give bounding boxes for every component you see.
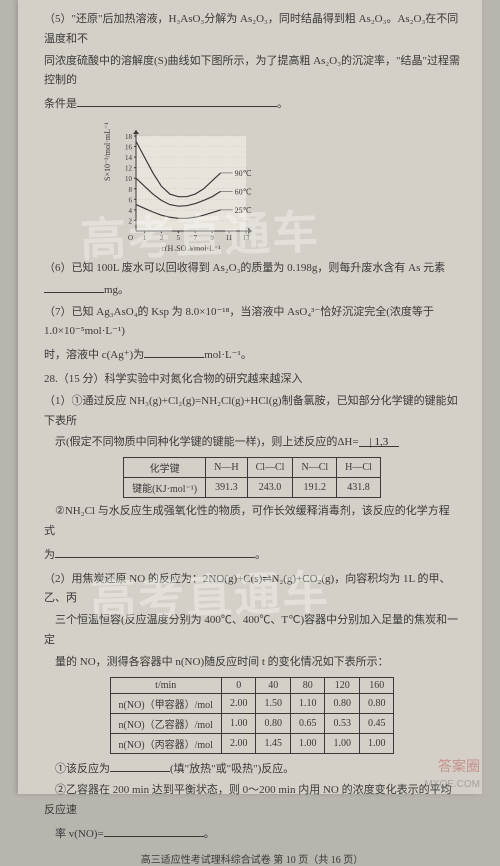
q28-2b-line3: 率 v(NO)=。 bbox=[44, 823, 460, 845]
q5-line3: 条件是。 bbox=[44, 93, 460, 115]
svg-text:18: 18 bbox=[125, 133, 133, 141]
solubility-chart: 24681012141618135791113O90℃60℃25℃S×10⁻³/… bbox=[104, 121, 274, 251]
svg-text:8: 8 bbox=[129, 186, 133, 194]
svg-text:14: 14 bbox=[125, 154, 133, 162]
blank-dh: | 1,3 bbox=[359, 433, 399, 447]
q5-line2: 同浓度硫酸中的溶解度(S)曲线如下图所示，为了提高粗 As₂O₃的沉淀率，"结晶… bbox=[44, 52, 460, 92]
q28-2-line2: 三个恒温恒容(反应温度分别为 400℃、400℃、T℃)容器中分别加入足量的焦炭… bbox=[44, 611, 460, 651]
q28-2b-line2: ②乙容器在 200 min 达到平衡状态，则 0～200 min 内用 NO 的… bbox=[44, 781, 460, 821]
svg-text:1: 1 bbox=[143, 234, 147, 242]
svg-text:2: 2 bbox=[129, 217, 133, 225]
bond-energy-table: 化学键N—HCl—ClN—ClH—Cl键能(KJ·mol⁻¹)391.3243.… bbox=[123, 457, 381, 498]
q28-2b-t3: 率 v(NO)= bbox=[55, 828, 104, 840]
blank-q5 bbox=[77, 93, 277, 107]
blank-q6 bbox=[44, 279, 104, 293]
svg-text:7: 7 bbox=[193, 234, 197, 242]
svg-text:11: 11 bbox=[226, 234, 233, 242]
q6-unit: mg。 bbox=[104, 284, 129, 296]
svg-text:c(H₂SO₄)/mol·L⁻¹: c(H₂SO₄)/mol·L⁻¹ bbox=[161, 244, 221, 251]
q28-1b-text: 为 bbox=[44, 549, 55, 561]
svg-text:25℃: 25℃ bbox=[235, 206, 252, 215]
q6-text: （6）已知 100L 废水可以回收得到 As₂O₃的质量为 0.198g，则每升… bbox=[44, 262, 445, 274]
q28-1-text: 示(假定不同物质中同种化学键的键能一样)，则上述反应的ΔH= bbox=[55, 436, 359, 448]
blank-rate bbox=[104, 823, 204, 837]
q28-1b-line2: 为。 bbox=[44, 544, 460, 566]
q7-line1: （7）已知 Ag₃AsO₄的 Ksp 为 8.0×10⁻¹⁸，当溶液中 AsO₄… bbox=[44, 303, 460, 343]
q28-2-line3: 量的 NO，测得各容器中 n(NO)随反应时间 t 的变化情况如下表所示： bbox=[44, 653, 460, 673]
q5-line1: （5）"还原"后加热溶液，H₃AsO₃分解为 As₂O₃，同时结晶得到粗 As₂… bbox=[44, 10, 460, 50]
q28-head: 28.（15 分）科学实验中对氮化合物的研究越来越深入 bbox=[44, 370, 460, 390]
q7-line2: 时，溶液中 c(Ag⁺)为 mol·L⁻¹。 bbox=[44, 344, 460, 366]
svg-text:13: 13 bbox=[243, 234, 251, 242]
page-footer: 高三适应性考试理科综合试卷 第 10 页（共 16 页） bbox=[44, 851, 460, 866]
no-table: t/min04080120160n(NO)（甲容器）/mol2.001.501.… bbox=[110, 677, 395, 754]
q5-label: 条件是 bbox=[44, 98, 77, 110]
q6-line: （6）已知 100L 废水可以回收得到 As₂O₃的质量为 0.198g，则每升… bbox=[44, 259, 460, 301]
svg-text:16: 16 bbox=[125, 144, 133, 152]
svg-text:12: 12 bbox=[125, 165, 133, 173]
svg-text:10: 10 bbox=[125, 175, 133, 183]
q28-2-line1: （2）用焦炭还原 NO 的反应为：2NO(g)+C(s)⇌N₂(g)+CO₂(g… bbox=[44, 570, 460, 610]
blank-q7 bbox=[144, 344, 204, 358]
q28-1b-line1: ②NH₂Cl 与水反应生成强氧化性的物质，可作长效缓释消毒剂，该反应的化学方程式 bbox=[44, 502, 460, 542]
q28-2b-line1: ①该反应为 (填"放热"或"吸热")反应。 bbox=[44, 758, 460, 780]
svg-text:4: 4 bbox=[129, 207, 133, 215]
q7-unit: mol·L⁻¹。 bbox=[204, 349, 252, 361]
svg-text:90℃: 90℃ bbox=[235, 169, 252, 178]
svg-text:O: O bbox=[128, 234, 133, 242]
q28-2b-t2: (填"放热"或"吸热")反应。 bbox=[170, 763, 294, 775]
q7-text: 时，溶液中 c(Ag⁺)为 bbox=[44, 349, 144, 361]
svg-text:5: 5 bbox=[177, 234, 181, 242]
q28-1-line2: 示(假定不同物质中同种化学键的键能一样)，则上述反应的ΔH=| 1,3 bbox=[44, 433, 460, 453]
svg-text:S×10⁻³/mol·mL⁻¹: S×10⁻³/mol·mL⁻¹ bbox=[104, 122, 112, 181]
svg-text:3: 3 bbox=[160, 234, 164, 242]
brand-mark-2: MXQE.COM bbox=[424, 779, 480, 790]
svg-text:6: 6 bbox=[129, 196, 133, 204]
blank-exo bbox=[110, 758, 170, 772]
brand-mark-1: 答案圈 bbox=[438, 756, 480, 776]
svg-text:9: 9 bbox=[210, 234, 214, 242]
q28-1-line1: （1）①通过反应 NH₃(g)+Cl₂(g)=NH₂Cl(g)+HCl(g)制备… bbox=[44, 392, 460, 432]
blank-eq bbox=[55, 544, 255, 558]
svg-text:60℃: 60℃ bbox=[235, 187, 252, 196]
q28-2b-t1: ①该反应为 bbox=[55, 763, 110, 775]
